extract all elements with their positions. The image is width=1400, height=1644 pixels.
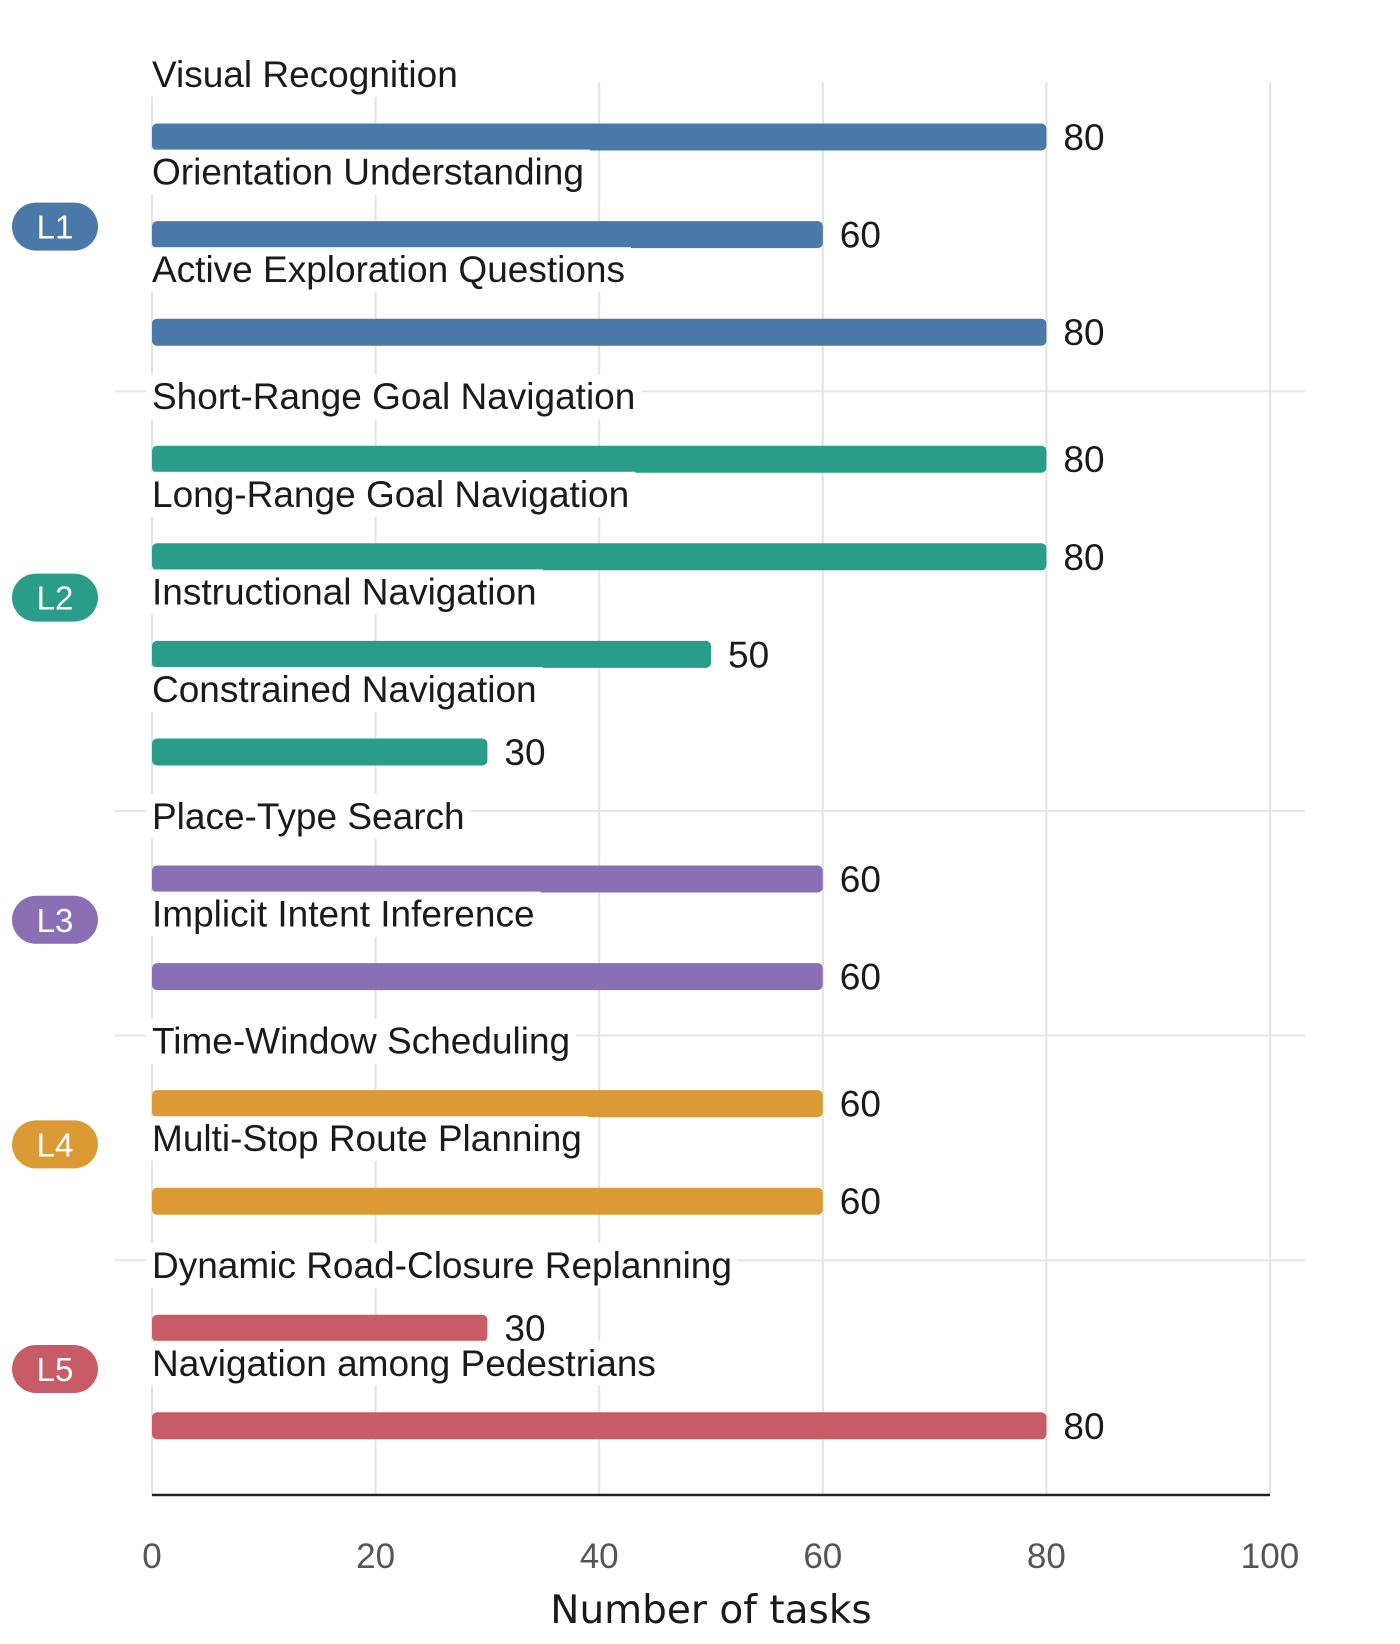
- category-label-background: [146, 52, 464, 97]
- category-label: Long-Range Goal Navigation: [152, 474, 629, 515]
- category-label: Active Exploration Questions: [152, 249, 625, 290]
- bar: [152, 123, 1047, 151]
- level-badge-l1: [12, 202, 98, 251]
- category-label-background: [146, 1340, 662, 1386]
- value-label: 30: [504, 732, 545, 773]
- value-label: 80: [1063, 312, 1104, 353]
- bar: [152, 1187, 823, 1215]
- bar: [152, 738, 488, 766]
- level-badge-l3: [12, 895, 98, 944]
- value-label: 80: [1063, 117, 1104, 158]
- category-label-background: [146, 247, 632, 293]
- value-label: 60: [840, 215, 881, 256]
- value-label: 60: [840, 957, 881, 998]
- bar: [152, 1412, 1047, 1440]
- category-label: Constrained Navigation: [152, 669, 537, 710]
- x-axis-title: Number of tasks: [550, 1588, 871, 1633]
- level-badge-l4: [12, 1120, 98, 1169]
- category-label-background: [146, 667, 543, 712]
- bar: [152, 318, 1047, 346]
- category-label-background: [146, 1243, 738, 1289]
- category-label: Navigation among Pedestrians: [152, 1343, 656, 1384]
- level-badge-label: L4: [37, 1126, 74, 1163]
- bars-layer: Visual Recognition 80 Orientation Understa…: [146, 52, 1105, 1447]
- category-label-background: [146, 1116, 588, 1162]
- category-label: Place-Type Search: [152, 796, 465, 837]
- category-label: Implicit Intent Inference: [152, 894, 535, 935]
- value-label: 80: [1063, 537, 1104, 578]
- value-label: 80: [1063, 439, 1104, 480]
- level-badge-label: L2: [37, 580, 74, 617]
- bar: [152, 640, 711, 668]
- category-label: Instructional Navigation: [152, 571, 537, 612]
- category-label-background: [146, 149, 590, 195]
- x-tick-label-40: 40: [580, 1537, 619, 1576]
- category-label-background: [146, 471, 636, 517]
- bar: [152, 963, 823, 991]
- x-tick-label-20: 20: [356, 1537, 395, 1576]
- level-badge-l2: [12, 573, 98, 622]
- x-tick-label-100: 100: [1241, 1537, 1299, 1576]
- value-label: 50: [728, 634, 769, 675]
- x-tick-label-80: 80: [1027, 1537, 1066, 1576]
- category-label: Dynamic Road-Closure Replanning: [152, 1245, 732, 1286]
- level-badges: L1 L2 L3 L4 L5: [12, 202, 98, 1393]
- category-label-background: [146, 1018, 577, 1064]
- x-tick-label-0: 0: [142, 1537, 161, 1576]
- category-label: Multi-Stop Route Planning: [152, 1118, 582, 1159]
- value-label: 60: [840, 1084, 881, 1125]
- value-label: 60: [840, 859, 881, 900]
- value-label: 80: [1063, 1406, 1104, 1447]
- level-badge-l5: [12, 1345, 98, 1393]
- x-tick-label-60: 60: [803, 1537, 842, 1576]
- category-label-background: [146, 374, 642, 420]
- level-badge-label: L3: [37, 902, 74, 939]
- x-tick-labels: 0 20 40 60 80 100: [142, 1537, 1299, 1576]
- level-badge-label: L1: [37, 209, 74, 246]
- bar: [152, 865, 823, 893]
- bar: [152, 445, 1047, 473]
- bar: [152, 1090, 823, 1118]
- bar: [152, 543, 1047, 571]
- bar: [152, 1314, 488, 1342]
- category-label: Short-Range Goal Navigation: [152, 376, 635, 417]
- bar: [152, 221, 823, 249]
- category-label: Orientation Understanding: [152, 152, 584, 193]
- value-label: 60: [840, 1181, 881, 1222]
- category-label: Time-Window Scheduling: [152, 1021, 570, 1062]
- category-label-background: [146, 891, 541, 937]
- level-badge-label: L5: [37, 1351, 74, 1388]
- category-label: Visual Recognition: [152, 54, 458, 95]
- category-label-background: [146, 794, 471, 839]
- category-label-background: [146, 569, 543, 615]
